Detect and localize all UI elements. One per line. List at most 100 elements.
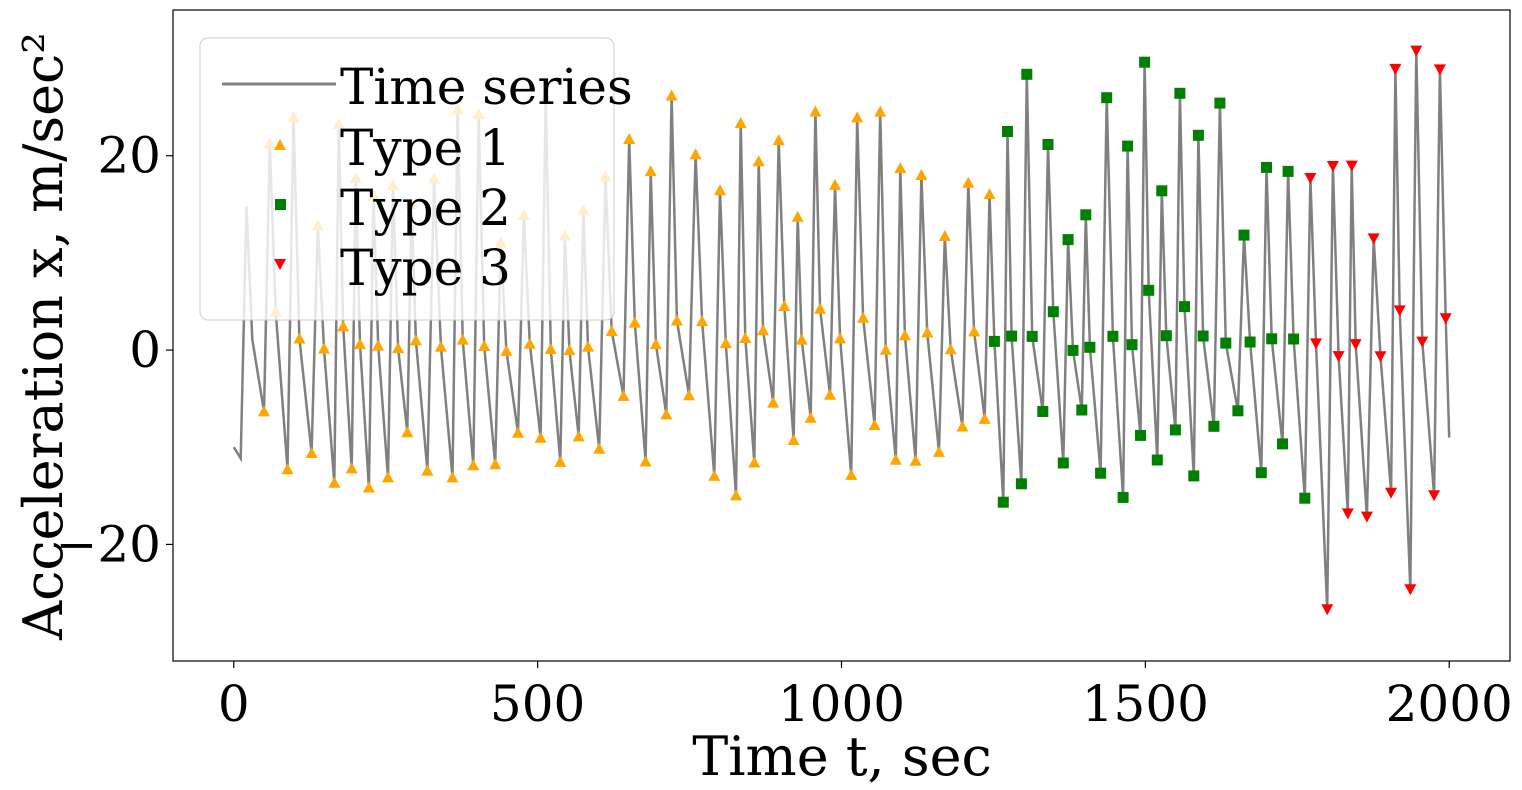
type1-marker	[894, 162, 907, 174]
type1-marker	[719, 337, 732, 349]
type3-marker	[1326, 160, 1339, 172]
type1-marker	[868, 419, 881, 431]
type1-marker	[857, 311, 870, 323]
type1-marker	[362, 481, 375, 493]
type2-marker	[1288, 333, 1300, 345]
type1-marker	[978, 412, 991, 424]
type1-marker	[617, 389, 630, 401]
y-tick-label: 20	[97, 127, 161, 185]
type1-marker	[915, 169, 928, 181]
type3-marker	[1428, 490, 1441, 502]
legend-label-type1: Type 1	[340, 119, 511, 177]
x-tick-label: 0	[218, 675, 250, 733]
type1-marker	[739, 331, 752, 343]
type2-marker	[1042, 139, 1054, 150]
type2-marker	[1277, 438, 1288, 450]
type2-marker	[1261, 161, 1272, 173]
type2-marker	[1107, 330, 1119, 342]
type1-marker	[434, 340, 447, 352]
legend-box	[199, 37, 615, 321]
type1-marker	[757, 324, 770, 336]
type2-marker	[1151, 454, 1163, 466]
type1-marker	[572, 430, 585, 442]
type2-marker	[1266, 333, 1278, 345]
type2-marker	[1002, 126, 1013, 137]
type1-marker	[467, 459, 480, 471]
type2-marker	[1084, 341, 1096, 353]
type3-marker	[1374, 351, 1387, 363]
legend-type1-marker	[274, 139, 286, 150]
type1-marker	[649, 338, 662, 350]
type1-marker	[660, 408, 673, 420]
type1-marker	[563, 344, 576, 356]
type1-marker	[795, 333, 808, 345]
y-tick-label: −20	[55, 515, 161, 573]
type3-marker	[1404, 584, 1417, 596]
type1-marker	[478, 340, 491, 352]
y-tick-label: 0	[129, 321, 161, 379]
type2-marker	[1255, 467, 1267, 479]
type3-marker	[1393, 305, 1406, 317]
type2-marker	[1006, 330, 1018, 342]
type1-marker	[944, 343, 957, 355]
type2-marker	[1047, 306, 1059, 318]
type2-marker	[1067, 344, 1079, 356]
type3-marker	[1304, 173, 1317, 185]
type2-marker	[1135, 429, 1146, 441]
type1-marker	[874, 105, 887, 117]
type1-marker	[829, 178, 842, 190]
type1-marker	[353, 338, 366, 350]
type1-marker	[921, 326, 934, 338]
type2-marker	[1299, 492, 1311, 504]
type1-marker	[605, 325, 618, 337]
type3-marker	[1349, 339, 1362, 351]
type1-marker	[582, 340, 595, 352]
x-axis-label: Time t, sec	[692, 725, 992, 788]
type3-marker	[1309, 338, 1322, 350]
type3-marker	[1360, 511, 1373, 523]
type1-marker	[752, 155, 765, 167]
type1-marker	[823, 388, 836, 400]
type2-marker	[1188, 470, 1200, 482]
type2-marker	[1220, 337, 1232, 349]
legend-label-time-series: Time series	[340, 58, 633, 116]
type1-marker	[889, 453, 902, 465]
type1-marker	[932, 445, 945, 457]
type1-marker	[956, 420, 969, 432]
type1-marker	[748, 456, 761, 468]
type3-marker	[1433, 64, 1446, 76]
type2-marker	[1037, 406, 1049, 417]
type1-marker	[670, 314, 683, 326]
type1-marker	[968, 325, 981, 337]
type1-marker	[544, 342, 557, 354]
type1-marker	[628, 316, 641, 328]
type2-marker	[1015, 478, 1027, 490]
type1-marker	[767, 396, 780, 408]
type1-marker	[787, 434, 800, 446]
type2-marker	[1101, 92, 1113, 104]
type1-marker	[318, 342, 331, 354]
type1-marker	[456, 333, 469, 345]
type2-marker	[1139, 56, 1151, 68]
legend-type2-marker	[275, 199, 286, 210]
type1-marker	[446, 471, 459, 483]
type1-marker	[938, 230, 951, 242]
type1-marker	[328, 476, 341, 488]
type1-marker	[421, 464, 434, 476]
type2-marker	[1169, 424, 1181, 436]
type1-marker	[665, 89, 678, 101]
type1-marker	[345, 462, 358, 474]
type2-marker	[1197, 330, 1209, 342]
type2-marker	[1080, 209, 1092, 221]
type1-marker	[851, 111, 864, 123]
type1-marker	[778, 299, 791, 311]
type1-marker	[257, 405, 270, 417]
type2-marker	[1143, 284, 1155, 296]
type3-marker	[1367, 233, 1380, 245]
type1-marker	[682, 389, 695, 401]
type1-marker	[534, 431, 547, 443]
x-tick-label: 500	[490, 675, 585, 733]
type2-marker	[1208, 420, 1220, 432]
type1-marker	[734, 117, 747, 129]
